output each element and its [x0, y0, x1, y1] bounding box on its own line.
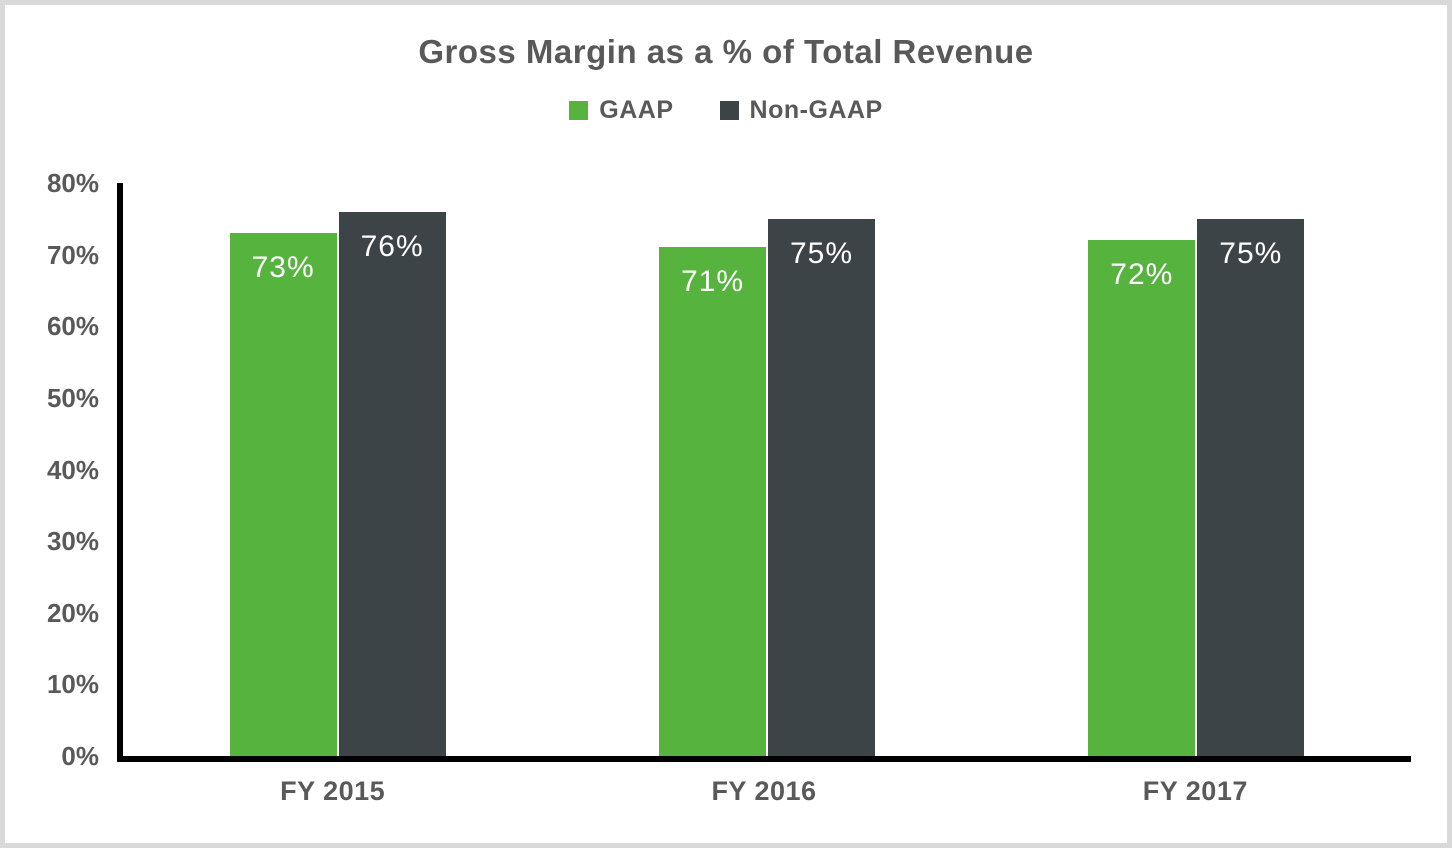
non-gaap-bar: 75%: [767, 218, 875, 756]
y-axis-tick-label: 50%: [46, 382, 99, 413]
y-axis-tick-label: 30%: [46, 526, 99, 557]
legend-swatch-icon: [569, 100, 589, 120]
y-axis-tick-label: 40%: [46, 454, 99, 485]
y-axis-tick-label: 0%: [61, 741, 99, 771]
y-axis-tick-label: 80%: [46, 168, 99, 198]
legend: GAAP Non-GAAP: [5, 95, 1447, 125]
bar-group-fy-2017: 72% 75%: [982, 183, 1411, 756]
bar-data-label: 76%: [360, 229, 424, 263]
bar-group-fy-2016: 71% 75%: [552, 183, 981, 756]
x-axis-category-label: FY 2017: [1142, 776, 1248, 806]
x-axis-category-label: FY 2015: [280, 776, 386, 806]
bar-data-label: 75%: [1219, 236, 1283, 270]
y-axis-tick-label: 70%: [46, 239, 99, 270]
bar-data-label: 75%: [789, 236, 853, 270]
legend-swatch-icon: [719, 100, 739, 120]
y-axis-tick-label: 10%: [46, 669, 99, 700]
x-axis: FY 2015 FY 2016 FY 2017: [117, 776, 1411, 807]
bar-data-label: 71%: [680, 265, 744, 299]
legend-item-non-gaap: Non-GAAP: [719, 95, 883, 125]
non-gaap-bar: 75%: [1197, 218, 1305, 756]
gaap-bar: 73%: [229, 233, 337, 756]
bar-data-label: 72%: [1110, 258, 1174, 292]
y-axis-tick-label: 60%: [46, 311, 99, 342]
bar-group-fy-2015: 73% 76%: [123, 183, 552, 756]
chart-title: Gross Margin as a % of Total Revenue: [418, 33, 1034, 70]
legend-label: Non-GAAP: [749, 95, 883, 124]
legend-label: GAAP: [599, 95, 674, 124]
legend-item-gaap: GAAP: [569, 96, 673, 125]
y-axis-tick-label: 20%: [46, 597, 99, 628]
gaap-bar: 72%: [1088, 240, 1196, 756]
x-axis-category-label: FY 2016: [711, 776, 817, 806]
plot-area: 0% 10% 20% 30% 40% 50% 60% 70% 80% 73% 76% 71% 75% 7…: [47, 170, 1411, 769]
bar-data-label: 73%: [251, 251, 315, 285]
chart-area: 0% 10% 20% 30% 40% 50% 60% 70% 80% 73% 76% 71% 75% 7…: [47, 170, 1411, 807]
gaap-bar: 71%: [658, 247, 766, 756]
bar-groups: 73% 76% 71% 75% 72% 75%: [123, 183, 1411, 756]
non-gaap-bar: 76%: [338, 211, 446, 756]
